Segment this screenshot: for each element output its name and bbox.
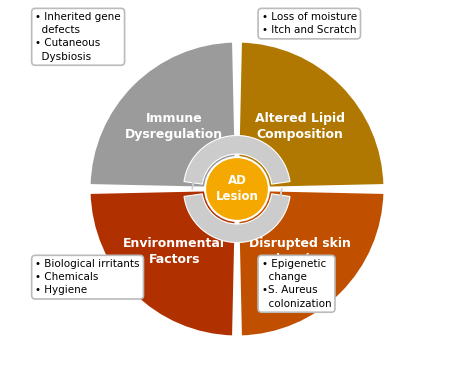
Text: • Epigenetic
  change
•S. Aureus
  colonization: • Epigenetic change •S. Aureus colonizat…	[262, 259, 331, 308]
Polygon shape	[280, 189, 282, 199]
Text: AD
Lesion: AD Lesion	[216, 175, 258, 203]
Text: • Loss of moisture
• Itch and Scratch: • Loss of moisture • Itch and Scratch	[262, 12, 357, 35]
Text: • Biological irritants
• Chemicals
• Hygiene: • Biological irritants • Chemicals • Hyg…	[36, 259, 140, 295]
Wedge shape	[184, 135, 290, 184]
Text: Disrupted skin
barrier: Disrupted skin barrier	[249, 237, 351, 266]
Text: Environmental
Factors: Environmental Factors	[123, 237, 225, 266]
Wedge shape	[89, 189, 237, 337]
Wedge shape	[89, 41, 237, 189]
Polygon shape	[192, 179, 194, 189]
Wedge shape	[184, 194, 290, 243]
Wedge shape	[237, 189, 385, 337]
Text: Altered Lipid
Composition: Altered Lipid Composition	[255, 112, 345, 141]
Circle shape	[205, 157, 269, 221]
Text: • Inherited gene
  defects
• Cutaneous
  Dysbiosis: • Inherited gene defects • Cutaneous Dys…	[36, 12, 121, 62]
Wedge shape	[237, 41, 385, 189]
Text: Immune
Dysregulation: Immune Dysregulation	[125, 112, 223, 141]
